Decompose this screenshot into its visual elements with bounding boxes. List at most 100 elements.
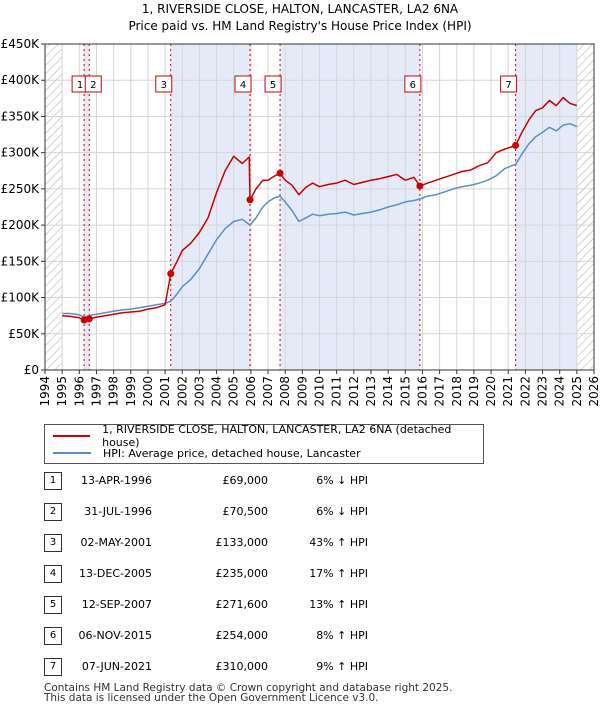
x-tick-label: 1994 [38,376,52,407]
series-group [62,96,578,321]
x-tick-label: 2015 [398,376,412,407]
sale-marker-label: 2 [90,80,96,91]
sale-price: £254,000 [215,629,269,642]
x-tick-label: 2012 [347,376,361,407]
x-tick-label: 2020 [484,376,498,407]
footer-licence: This data is licensed under the Open Gov… [44,692,379,704]
sale-point [512,141,520,149]
x-tick-label: 2017 [433,376,447,407]
x-tick-label: 2000 [141,376,155,407]
sale-point [276,169,284,177]
x-tick-label: 2014 [381,376,395,407]
chart-subtitle: Price paid vs. HM Land Registry's House … [128,19,471,33]
sale-date: 13-DEC-2005 [78,567,152,580]
sale-number-badge: 1 [44,472,62,490]
table-row: 1 13-APR-1996 £69,000 6% ↓ HPI [44,472,404,492]
x-tick-label: 1995 [55,376,69,407]
sale-date: 07-JUN-2021 [81,660,152,673]
legend-item-property: 1, RIVERSIDE CLOSE, HALTON, LANCASTER, L… [53,423,483,449]
hpi-line [62,122,578,318]
sale-hpi-change: 43% ↑ HPI [309,536,368,549]
sale-marker-box [500,75,518,93]
sale-number-badge: 2 [44,503,62,521]
y-tick-label: £150K [1,254,41,268]
x-tick-label: 2019 [467,376,481,407]
plot-frame [44,43,595,371]
x-tick-label: 2024 [553,376,567,407]
sale-price: £133,000 [215,536,269,549]
sale-marker-box [155,75,173,93]
sale-marker-box [84,75,102,93]
sale-number-badge: 3 [44,534,62,552]
price-chart: 1, RIVERSIDE CLOSE, HALTON, LANCASTER, L… [1,2,600,407]
sale-point [416,182,424,190]
chart-title: 1, RIVERSIDE CLOSE, HALTON, LANCASTER, L… [142,2,459,16]
sale-hpi-change: 6% ↓ HPI [316,505,368,518]
legend-item-hpi: HPI: Average price, detached house, Lanc… [53,445,361,461]
y-tick-label: £450K [1,37,41,51]
sale-hpi-change: 6% ↓ HPI [316,474,368,487]
x-tick-label: 2009 [295,376,309,407]
y-tick-label: £0 [24,363,39,377]
sale-price: £235,000 [215,567,269,580]
y-tick-label: £400K [1,73,41,87]
table-row: 4 13-DEC-2005 £235,000 17% ↑ HPI [44,565,404,585]
sale-number-badge: 6 [44,627,62,645]
sale-marker-label: 5 [270,80,276,91]
table-row: 2 31-JUL-1996 £70,500 6% ↓ HPI [44,503,404,523]
sale-hpi-change: 17% ↑ HPI [309,567,368,580]
x-tick-label: 2006 [244,376,258,407]
property-price-line [62,96,578,321]
legend-label-hpi: HPI: Average price, detached house, Lanc… [103,446,361,460]
x-tick-label: 2002 [175,376,189,407]
ownership-shade [515,44,577,370]
x-tick-label: 2007 [261,376,275,407]
sale-point [85,315,93,323]
sale-marker-label: 7 [505,80,511,91]
sale-point [167,270,175,278]
table-row: 3 02-MAY-2001 £133,000 43% ↑ HPI [44,534,404,554]
x-tick-label: 2021 [501,376,515,407]
table-row: 6 06-NOV-2015 £254,000 8% ↑ HPI [44,627,404,647]
y-tick-label: £250K [1,182,41,196]
sale-marker-label: 4 [240,80,246,91]
y-tick-label: £100K [1,291,41,305]
x-tick-label: 2022 [518,376,532,407]
sale-hpi-change: 8% ↑ HPI [316,629,368,642]
x-tick-label: 2016 [415,376,429,407]
sale-hpi-change: 9% ↑ HPI [316,660,368,673]
x-tick-label: 1997 [89,376,103,407]
sale-date: 13-APR-1996 [80,474,152,487]
x-tick-label: 2018 [450,376,464,407]
sale-marker-box [404,75,422,93]
x-tick-label: 2004 [210,376,224,407]
sale-hpi-change: 13% ↑ HPI [309,598,368,611]
sale-price: £69,000 [222,474,269,487]
sale-marker-label: 6 [410,80,416,91]
sale-marker-box [234,75,252,93]
sale-marker-label: 1 [77,80,83,91]
x-tick-label: 1999 [124,376,138,407]
legend-line-hpi [53,452,91,454]
x-tick-label: 2003 [192,376,206,407]
x-tick-label: 1996 [72,376,86,407]
sale-date: 31-JUL-1996 [84,505,152,518]
x-tick-label: 1998 [107,376,121,407]
sale-price: £271,600 [215,598,269,611]
x-tick-label: 2011 [330,376,344,407]
sale-number-badge: 4 [44,565,62,583]
legend-label-property: 1, RIVERSIDE CLOSE, HALTON, LANCASTER, L… [102,423,452,449]
x-tick-label: 2010 [313,376,327,407]
sale-number-badge: 7 [44,658,62,676]
sale-price: £70,500 [222,505,269,518]
ownership-shade [84,44,90,370]
chart-legend: 1, RIVERSIDE CLOSE, HALTON, LANCASTER, L… [44,423,484,464]
y-tick-label: £200K [1,218,41,232]
x-tick-label: 2005 [227,376,241,407]
table-row: 7 07-JUN-2021 £310,000 9% ↑ HPI [44,658,404,678]
table-row: 5 12-SEP-2007 £271,600 13% ↑ HPI [44,596,404,616]
sale-marker-box [264,75,282,93]
y-tick-label: £50K [8,327,40,341]
ownership-shade [280,44,420,370]
legend-line-property [53,435,91,437]
